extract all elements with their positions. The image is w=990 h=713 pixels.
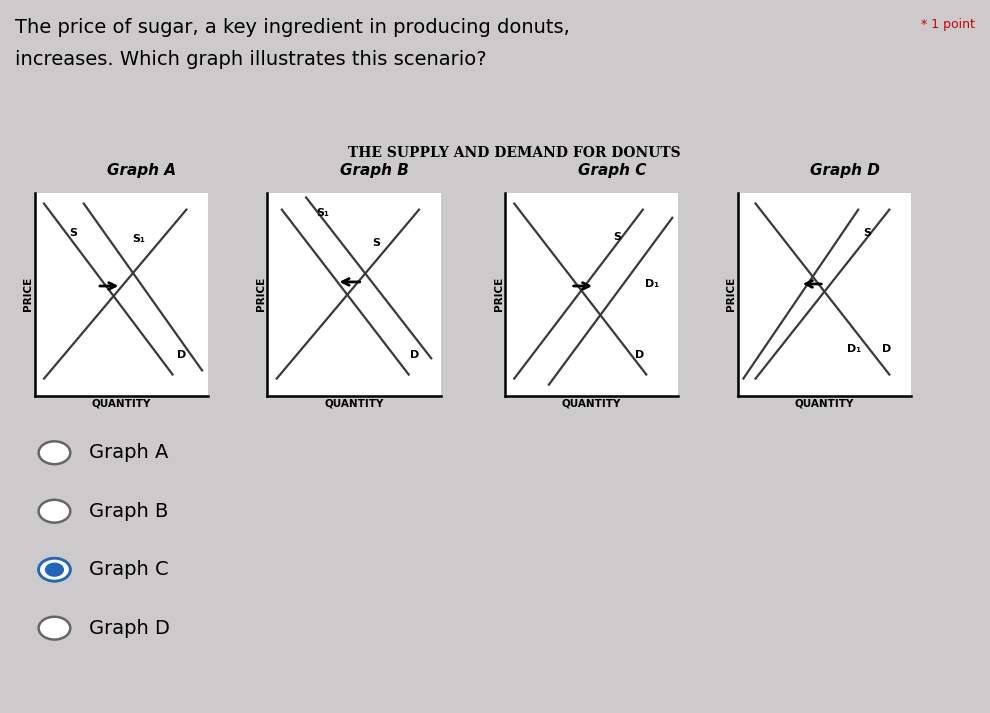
Y-axis label: PRICE: PRICE (493, 277, 504, 312)
Y-axis label: PRICE: PRICE (23, 277, 34, 312)
X-axis label: QUANTITY: QUANTITY (92, 399, 150, 409)
Text: Graph B: Graph B (89, 502, 168, 520)
Text: D₁: D₁ (645, 279, 659, 289)
Text: Graph A: Graph A (89, 443, 168, 462)
Y-axis label: PRICE: PRICE (726, 277, 737, 312)
Text: D: D (636, 350, 644, 360)
Text: D₁: D₁ (846, 344, 860, 354)
Text: Graph A: Graph A (108, 163, 176, 178)
X-axis label: QUANTITY: QUANTITY (795, 399, 853, 409)
Y-axis label: PRICE: PRICE (255, 277, 266, 312)
Text: * 1 point: * 1 point (922, 18, 975, 31)
Text: D: D (177, 350, 186, 360)
Text: The price of sugar, a key ingredient in producing donuts,: The price of sugar, a key ingredient in … (15, 18, 569, 37)
Text: S₁: S₁ (316, 207, 330, 218)
X-axis label: QUANTITY: QUANTITY (562, 399, 621, 409)
Text: Graph B: Graph B (341, 163, 409, 178)
Text: S: S (863, 228, 871, 238)
Text: S₁: S₁ (132, 235, 146, 245)
Text: D: D (882, 344, 891, 354)
Text: Graph D: Graph D (810, 163, 880, 178)
Text: increases. Which graph illustrates this scenario?: increases. Which graph illustrates this … (15, 50, 486, 69)
Text: THE SUPPLY AND DEMAND FOR DONUTS: THE SUPPLY AND DEMAND FOR DONUTS (348, 146, 681, 160)
Text: S: S (372, 238, 380, 248)
X-axis label: QUANTITY: QUANTITY (325, 399, 383, 409)
Text: D: D (410, 350, 419, 360)
Text: Graph D: Graph D (89, 619, 170, 637)
Text: S: S (614, 232, 622, 242)
Text: Graph C: Graph C (577, 163, 646, 178)
Text: Graph C: Graph C (89, 560, 168, 579)
Text: S: S (68, 228, 77, 238)
